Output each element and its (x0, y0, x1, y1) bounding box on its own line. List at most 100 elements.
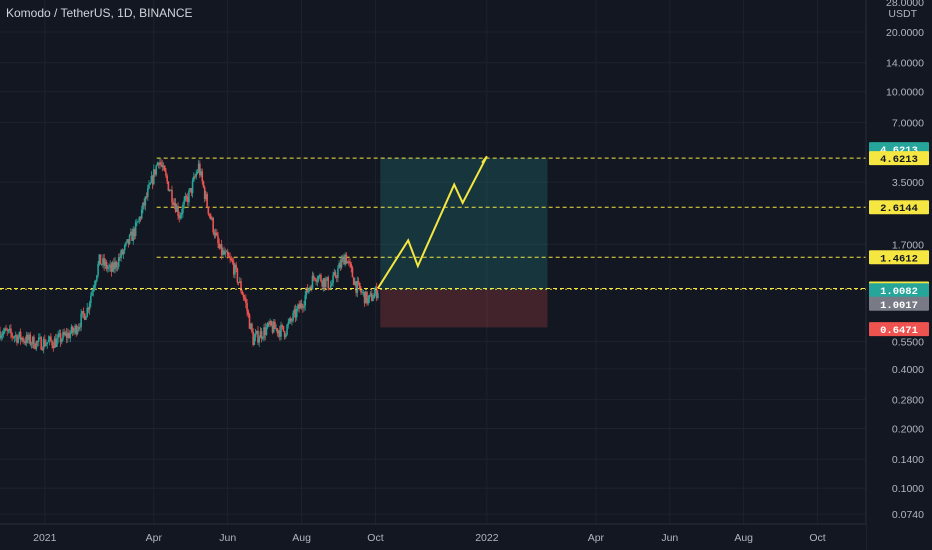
candle-body (105, 261, 108, 269)
candle-body (212, 217, 214, 233)
candle-body (274, 321, 276, 329)
candle-body (246, 303, 248, 312)
candle-body (19, 331, 22, 340)
candle-body (31, 336, 34, 344)
candle-body (74, 325, 76, 331)
candle-body (24, 341, 27, 344)
time-axis-background (0, 524, 866, 550)
candle-body (216, 232, 218, 236)
candle-body (372, 298, 374, 301)
candle-body (281, 324, 284, 326)
candle-body (168, 190, 171, 192)
candle-body (264, 327, 267, 335)
candle-body (301, 306, 304, 308)
candle-body (316, 280, 319, 282)
candle-body (142, 202, 144, 210)
time-tick-label: Oct (367, 532, 383, 544)
candle-body (155, 165, 158, 175)
price-axis[interactable]: 20.0000 14.0000 10.0000 7.0000 3.5000 1.7000 0… (865, 0, 932, 550)
candle-body (252, 331, 254, 345)
candle-body (325, 279, 327, 288)
time-axis[interactable]: 2021 Apr Jun Aug Oct 2022 Apr Jun Aug Oct (0, 523, 866, 550)
candle-body (293, 309, 296, 313)
price-tick-label: 0.1000 (892, 483, 924, 495)
candle-body (259, 331, 262, 339)
candle-body (130, 231, 132, 235)
candle-body (178, 215, 181, 219)
candle-body (190, 188, 193, 194)
symbol-title[interactable]: Komodo / TetherUS, 1D, BINANCE (6, 6, 193, 20)
time-tick-label: Apr (588, 532, 605, 544)
candle-body (169, 189, 172, 191)
level-tag: 4.6213 (880, 154, 918, 166)
candle-body (159, 162, 161, 166)
candle-body (110, 264, 113, 272)
candle-body (367, 298, 370, 304)
candle-body (369, 293, 372, 295)
candle-body (12, 336, 15, 338)
candle-body (60, 339, 63, 343)
candle-body (314, 277, 316, 280)
time-tick-label: 2022 (475, 532, 499, 544)
level-tag-bg (869, 200, 929, 215)
candle-body (137, 221, 139, 223)
candle-body (177, 206, 179, 216)
candle-body (344, 254, 346, 265)
candle-body (202, 181, 205, 188)
candle-body (254, 333, 257, 338)
candle-body (42, 339, 45, 350)
candle-body (59, 333, 62, 343)
candle-body (263, 327, 265, 338)
candle-body (213, 232, 216, 236)
candle-body (33, 336, 35, 349)
price-tick-label: 0.4000 (892, 364, 924, 376)
candle-body (270, 320, 273, 326)
candle-body (53, 338, 56, 349)
candle-body (243, 297, 246, 299)
level-tag: 1.4612 (880, 253, 918, 265)
candle-body (355, 281, 357, 293)
candle-body (37, 337, 40, 342)
candle-body (197, 163, 200, 172)
candle-body (364, 291, 367, 304)
candle-body (149, 182, 151, 185)
candle-body (338, 263, 340, 269)
candle-body (99, 254, 102, 265)
candle-body (134, 222, 137, 237)
candle-body (146, 188, 149, 198)
candle-body (136, 222, 138, 224)
candle-body (265, 327, 268, 335)
price-tick-label: 0.0740 (892, 509, 924, 521)
candle-body (166, 175, 168, 182)
candle-body (16, 335, 18, 343)
level-tag-bg (869, 250, 929, 265)
candle-body (354, 281, 356, 285)
candle-body (100, 264, 103, 265)
candle-body (17, 336, 19, 343)
candle-body (362, 291, 365, 293)
candle-body (295, 308, 298, 318)
candle-body (126, 239, 128, 243)
price-tags: 4.62134.62132.61441.46121.01641.008214:0… (0, 142, 929, 337)
candle-body (218, 243, 221, 249)
candle-body (98, 254, 101, 264)
candle-body (253, 337, 256, 345)
candle-body (4, 328, 6, 332)
candle-body (258, 338, 260, 343)
candle-body (87, 307, 90, 310)
price-tick-label: 10.0000 (886, 87, 924, 99)
candle-body (150, 176, 153, 183)
candle-body (241, 291, 244, 295)
candle-body (242, 294, 245, 298)
candle-body (289, 318, 292, 321)
candle-body (34, 348, 36, 350)
candle-body (113, 262, 115, 270)
candle-body (269, 320, 271, 325)
candle-body (297, 304, 299, 309)
candlestick-series (0, 158, 379, 354)
candle-body (58, 333, 61, 335)
candle-body (248, 314, 251, 329)
candle-body (255, 330, 258, 334)
time-tick-label: Aug (734, 532, 753, 544)
